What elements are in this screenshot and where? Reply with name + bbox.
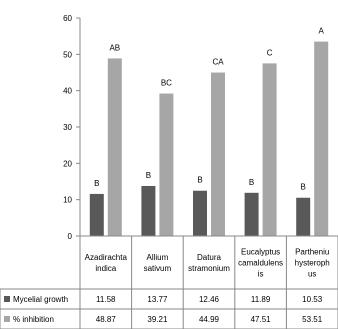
y-tick-label: 60 bbox=[63, 14, 72, 23]
significance-letter: CA bbox=[212, 58, 224, 67]
data-label: 48.87 bbox=[96, 315, 117, 324]
data-label: 39.21 bbox=[147, 315, 168, 324]
significance-letter: C bbox=[267, 48, 273, 57]
bars bbox=[89, 41, 329, 237]
data-label: 11.89 bbox=[251, 295, 271, 304]
significance-letter: B bbox=[301, 183, 306, 192]
category-label-parthenium: hysteroph bbox=[295, 259, 330, 268]
significance-letter: AB bbox=[109, 43, 120, 52]
legend-label: Mycelial growth bbox=[13, 295, 68, 304]
y-tick-label: 50 bbox=[63, 50, 72, 59]
bar-parthenium-series-0 bbox=[296, 197, 311, 236]
data-label: 53.51 bbox=[302, 315, 323, 324]
bar-eucalyptus-series-1 bbox=[262, 63, 277, 236]
category-label-datura: Datura bbox=[197, 253, 222, 262]
significance-letter: BC bbox=[161, 79, 172, 88]
bar-azadirachta-series-1 bbox=[107, 58, 122, 237]
category-label-eucalyptus: is bbox=[258, 270, 264, 279]
bar-parthenium-series-1 bbox=[314, 41, 329, 236]
significance-letter: B bbox=[94, 179, 99, 188]
bar-datura-series-0 bbox=[193, 190, 207, 236]
bar-eucalyptus-series-0 bbox=[244, 192, 259, 236]
data-label: 13.77 bbox=[147, 295, 168, 304]
data-label: 10.53 bbox=[302, 295, 323, 304]
data-label: 11.58 bbox=[96, 295, 116, 304]
category-label-allium: sativum bbox=[144, 264, 172, 273]
significance-letter: B bbox=[146, 171, 151, 180]
data-label: 44.99 bbox=[199, 315, 220, 324]
y-tick-label: 20 bbox=[63, 159, 72, 168]
data-label: 47.51 bbox=[251, 315, 272, 324]
category-label-eucalyptus: Eucalyptus bbox=[241, 248, 280, 257]
legend-swatch bbox=[4, 296, 10, 302]
legend-swatch bbox=[4, 316, 10, 322]
data-label: 12.46 bbox=[199, 295, 220, 304]
y-tick-label: 0 bbox=[68, 232, 73, 241]
bar-azadirachta-series-0 bbox=[89, 193, 104, 236]
legend-label: % inhibition bbox=[13, 315, 54, 324]
data-table: Azadirachta indica Allium sativum Datura stra… bbox=[0, 235, 338, 329]
category-label-parthenium: Partheniu bbox=[295, 248, 329, 257]
y-tick-label: 40 bbox=[63, 87, 72, 96]
y-tick-label: 10 bbox=[63, 196, 72, 205]
category-label-eucalyptus: camaldulens bbox=[238, 259, 283, 268]
y-tick-label: 30 bbox=[63, 123, 72, 132]
category-label-datura: stramonium bbox=[188, 264, 230, 273]
category-label-azadirachta: Azadirachta bbox=[85, 253, 128, 262]
significance-letter: A bbox=[319, 27, 325, 36]
y-axis: 0 10 20 30 40 50 60 bbox=[63, 14, 81, 241]
category-label-parthenium: us bbox=[308, 270, 316, 279]
category-label-azadirachta: indica bbox=[95, 264, 116, 273]
bar-allium-series-1 bbox=[159, 93, 174, 236]
bar-datura-series-1 bbox=[211, 72, 225, 236]
significance-letter: B bbox=[197, 176, 202, 185]
category-label-allium: Allium bbox=[147, 253, 169, 262]
significance-letter: B bbox=[249, 178, 254, 187]
bar-allium-series-0 bbox=[141, 185, 156, 236]
